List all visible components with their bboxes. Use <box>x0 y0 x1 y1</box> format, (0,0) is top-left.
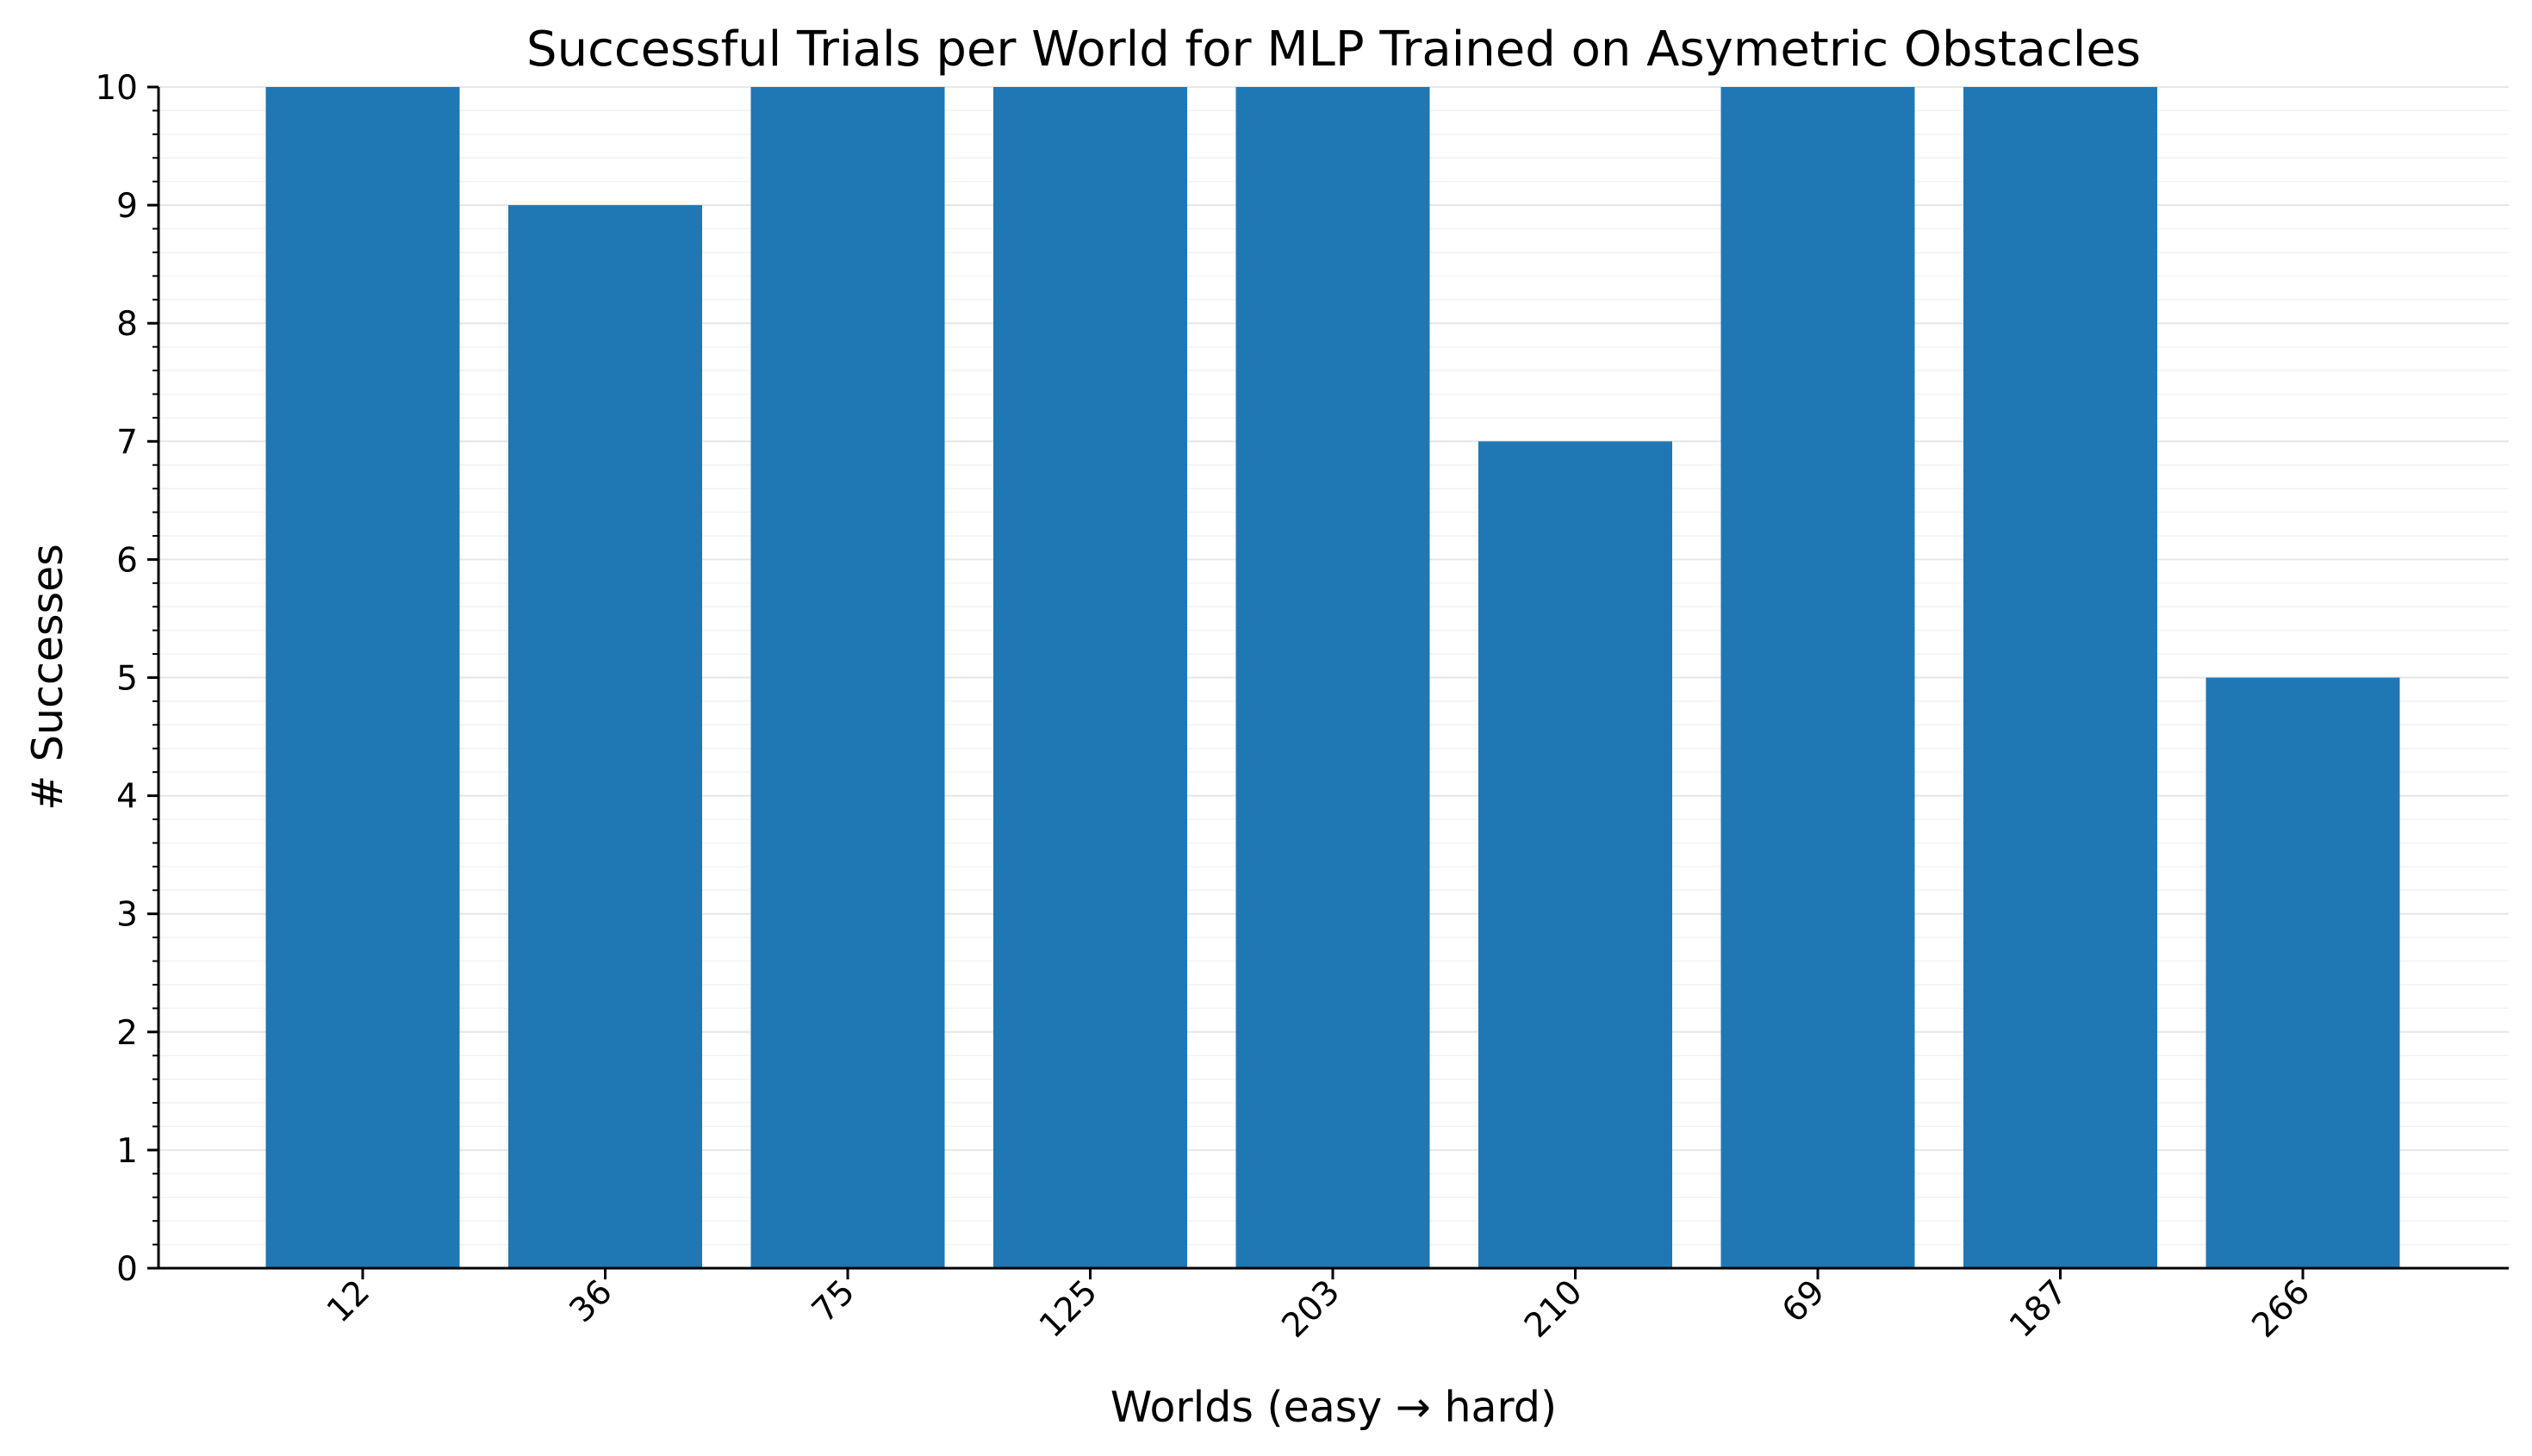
y-tick-label: 5 <box>116 660 138 699</box>
y-axis-label: # Successes <box>23 544 72 811</box>
x-tick-label: 203 <box>1275 1272 1347 1345</box>
x-tick-label: 187 <box>2002 1272 2075 1345</box>
x-tick-label: 36 <box>563 1272 620 1330</box>
y-tick-label: 6 <box>116 541 138 580</box>
x-tick-label: 125 <box>1032 1272 1104 1345</box>
bar <box>2205 677 2400 1268</box>
x-axis-ticks: 12 36 75 125 203 210 69 187 266 <box>320 1268 2317 1346</box>
y-tick-label: 7 <box>116 423 138 462</box>
bar <box>508 205 702 1269</box>
bar <box>750 87 945 1268</box>
y-tick-label: 2 <box>116 1014 138 1053</box>
y-tick-label: 8 <box>116 305 138 344</box>
bar <box>1963 87 2157 1268</box>
y-tick-label: 4 <box>116 778 138 817</box>
bars <box>265 87 2400 1269</box>
y-tick-label: 1 <box>116 1132 138 1171</box>
y-tick-label: 10 <box>95 69 138 108</box>
y-tick-label: 9 <box>116 187 138 226</box>
x-tick-label: 12 <box>320 1272 377 1330</box>
x-tick-label: 69 <box>1775 1272 1832 1330</box>
bar <box>1720 87 1915 1268</box>
x-tick-label: 75 <box>805 1272 862 1330</box>
bar <box>265 87 460 1268</box>
x-axis-label: Worlds (easy → hard) <box>1110 1383 1557 1432</box>
bar <box>1478 441 1672 1268</box>
y-axis-ticks: 0 1 2 3 4 5 6 7 8 9 10 <box>95 69 159 1289</box>
chart-title: Successful Trials per World for MLP Trai… <box>526 22 2141 78</box>
y-tick-label: 0 <box>116 1250 138 1289</box>
x-tick-label: 210 <box>1517 1272 1589 1345</box>
bar <box>1235 87 1430 1268</box>
bar <box>993 87 1187 1268</box>
x-tick-label: 266 <box>2245 1272 2317 1345</box>
y-tick-label: 3 <box>116 896 138 935</box>
